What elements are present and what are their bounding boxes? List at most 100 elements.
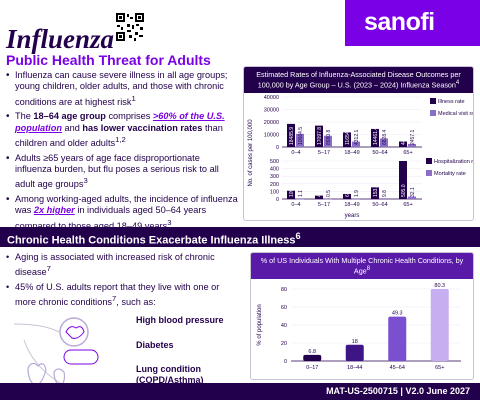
bar-value-label: 2457.1 xyxy=(410,129,416,145)
bar xyxy=(287,123,295,147)
bar xyxy=(380,138,388,147)
bar-value-label: 14461.4 xyxy=(373,127,379,145)
x-tick-label: 65+ xyxy=(403,202,412,208)
condition-high-blood-pressure: High blood pressure xyxy=(136,315,224,325)
x-tick-label: 0–17 xyxy=(306,365,318,371)
chronic-conditions-chart: % of US Individuals With Multiple Chroni… xyxy=(250,252,474,380)
bar-value-label: 4312.1 xyxy=(354,129,360,145)
bar xyxy=(399,161,407,199)
bullet-item: Adults ≥65 years of age face disproporti… xyxy=(6,153,238,191)
condition-lung-detail: (COPD/Asthma) xyxy=(136,375,204,385)
chart-title: Estimated Rates of Influenza-Associated … xyxy=(244,67,473,93)
bar xyxy=(352,141,360,147)
bar-value-label: 32.1 xyxy=(410,187,416,197)
bar-value-label: 18 xyxy=(352,339,358,345)
bullet-item: The 18–64 age group comprises >60% of th… xyxy=(6,111,238,149)
x-tick-label: 18–49 xyxy=(344,150,359,156)
y-tick-label: 100 xyxy=(270,189,279,195)
chronic-conditions-chart-svg: % of population 80 60 40 20 0 6.8 0–17 18 18–44 49… xyxy=(257,283,461,371)
legend-swatch xyxy=(426,170,432,176)
bullet-item: Influenza can cause severe illness in al… xyxy=(6,70,238,108)
y-tick-label: 20 xyxy=(281,341,287,347)
bar xyxy=(315,125,323,147)
condition-diabetes: Diabetes xyxy=(136,340,174,350)
x-tick-label: 0–4 xyxy=(291,150,300,156)
x-tick-label: 65+ xyxy=(403,150,412,156)
legend-swatch xyxy=(426,158,432,164)
bar xyxy=(345,344,364,361)
legend-entry: Hospitalization rate xyxy=(434,159,474,165)
bar-value-label: 0.5 xyxy=(326,190,332,197)
page-title: Influenza xyxy=(6,24,115,54)
bar xyxy=(303,354,322,361)
sanofi-logo: sanofi xyxy=(364,8,435,36)
legend-swatch xyxy=(430,110,436,116)
x-tick-label: 5–17 xyxy=(318,150,330,156)
bar-value-label: 1.9 xyxy=(354,190,360,197)
bar xyxy=(343,193,351,199)
bar xyxy=(296,198,304,200)
y-tick-label: 40000 xyxy=(264,95,279,101)
x-tick-label: 50–64 xyxy=(372,150,387,156)
bar-value-label: 66.4 xyxy=(345,187,351,197)
y-tick-label: 60 xyxy=(281,305,287,311)
y-tick-label: 30000 xyxy=(264,108,279,114)
x-axis-label: years xyxy=(345,213,360,219)
bar xyxy=(388,316,407,361)
intro-bullet-list: Influenza can cause severe illness in al… xyxy=(6,70,238,235)
legend-entry: Mortality rate xyxy=(434,171,466,177)
x-tick-label: 0–4 xyxy=(291,202,300,208)
x-tick-label: 65+ xyxy=(435,365,444,371)
bar-value-label: 80.3 xyxy=(434,283,445,289)
bar xyxy=(408,196,416,199)
y-tick-label: 500 xyxy=(270,159,279,165)
y-tick-label: 400 xyxy=(270,167,279,173)
y-tick-label: 80 xyxy=(281,287,287,293)
bar-value-label: 109.4 xyxy=(289,184,295,197)
legend-entry: Medical visit rate xyxy=(438,111,474,117)
bullet-item: 45% of U.S. adults report that they live… xyxy=(6,282,242,309)
bar xyxy=(371,187,379,199)
brand-block xyxy=(345,0,480,46)
bar-value-label: 1.1 xyxy=(298,190,304,197)
y-tick-label: 10000 xyxy=(264,133,279,139)
outcomes-chart: Estimated Rates of Influenza-Associated … xyxy=(243,66,474,221)
bar xyxy=(371,128,379,147)
y-axis-label: No. of cases per 100,000 xyxy=(248,119,254,187)
page-subtitle: Public Health Threat for Adults xyxy=(6,52,211,68)
bar xyxy=(315,195,323,199)
y-tick-label: 300 xyxy=(270,174,279,180)
bar-value-label: 6.8 xyxy=(308,349,316,355)
chronic-bullet-list: Aging is associated with increased risk … xyxy=(6,252,242,312)
bar xyxy=(352,198,360,200)
bar-value-label: 6828.4 xyxy=(382,129,388,145)
qr-code-icon[interactable] xyxy=(115,12,145,42)
bar xyxy=(343,132,351,147)
x-tick-label: 18–44 xyxy=(347,365,362,371)
bar xyxy=(324,135,332,147)
legend-entry: Illness rate xyxy=(438,99,465,105)
bar xyxy=(324,198,332,200)
bar xyxy=(380,198,388,199)
bar-value-label: 4405.5 xyxy=(401,129,407,145)
x-tick-label: 45–64 xyxy=(390,365,405,371)
footer xyxy=(0,383,480,400)
x-tick-label: 18–49 xyxy=(344,202,359,208)
y-tick-label: 0 xyxy=(276,197,279,203)
bar-value-label: 10564.5 xyxy=(298,127,304,145)
section-band xyxy=(0,227,480,247)
bar-value-label: 9.8 xyxy=(382,190,388,197)
bar-value-label: 11654.3 xyxy=(345,127,351,145)
bar xyxy=(430,289,449,361)
chart-title: % of US Individuals With Multiple Chroni… xyxy=(251,253,473,279)
bar-value-label: 8980.8 xyxy=(326,129,332,145)
bar-value-label: 153.4 xyxy=(373,184,379,197)
bullet-item: Aging is associated with increased risk … xyxy=(6,252,242,279)
bar-value-label: 44.9 xyxy=(317,187,323,197)
legend-swatch xyxy=(430,98,436,104)
y-axis-label: % of population xyxy=(257,304,263,345)
bar xyxy=(408,143,416,147)
section-title: Chronic Health Conditions Exacerbate Inf… xyxy=(7,231,301,247)
bar-value-label: 505.0 xyxy=(401,184,407,197)
y-tick-label: 200 xyxy=(270,182,279,188)
